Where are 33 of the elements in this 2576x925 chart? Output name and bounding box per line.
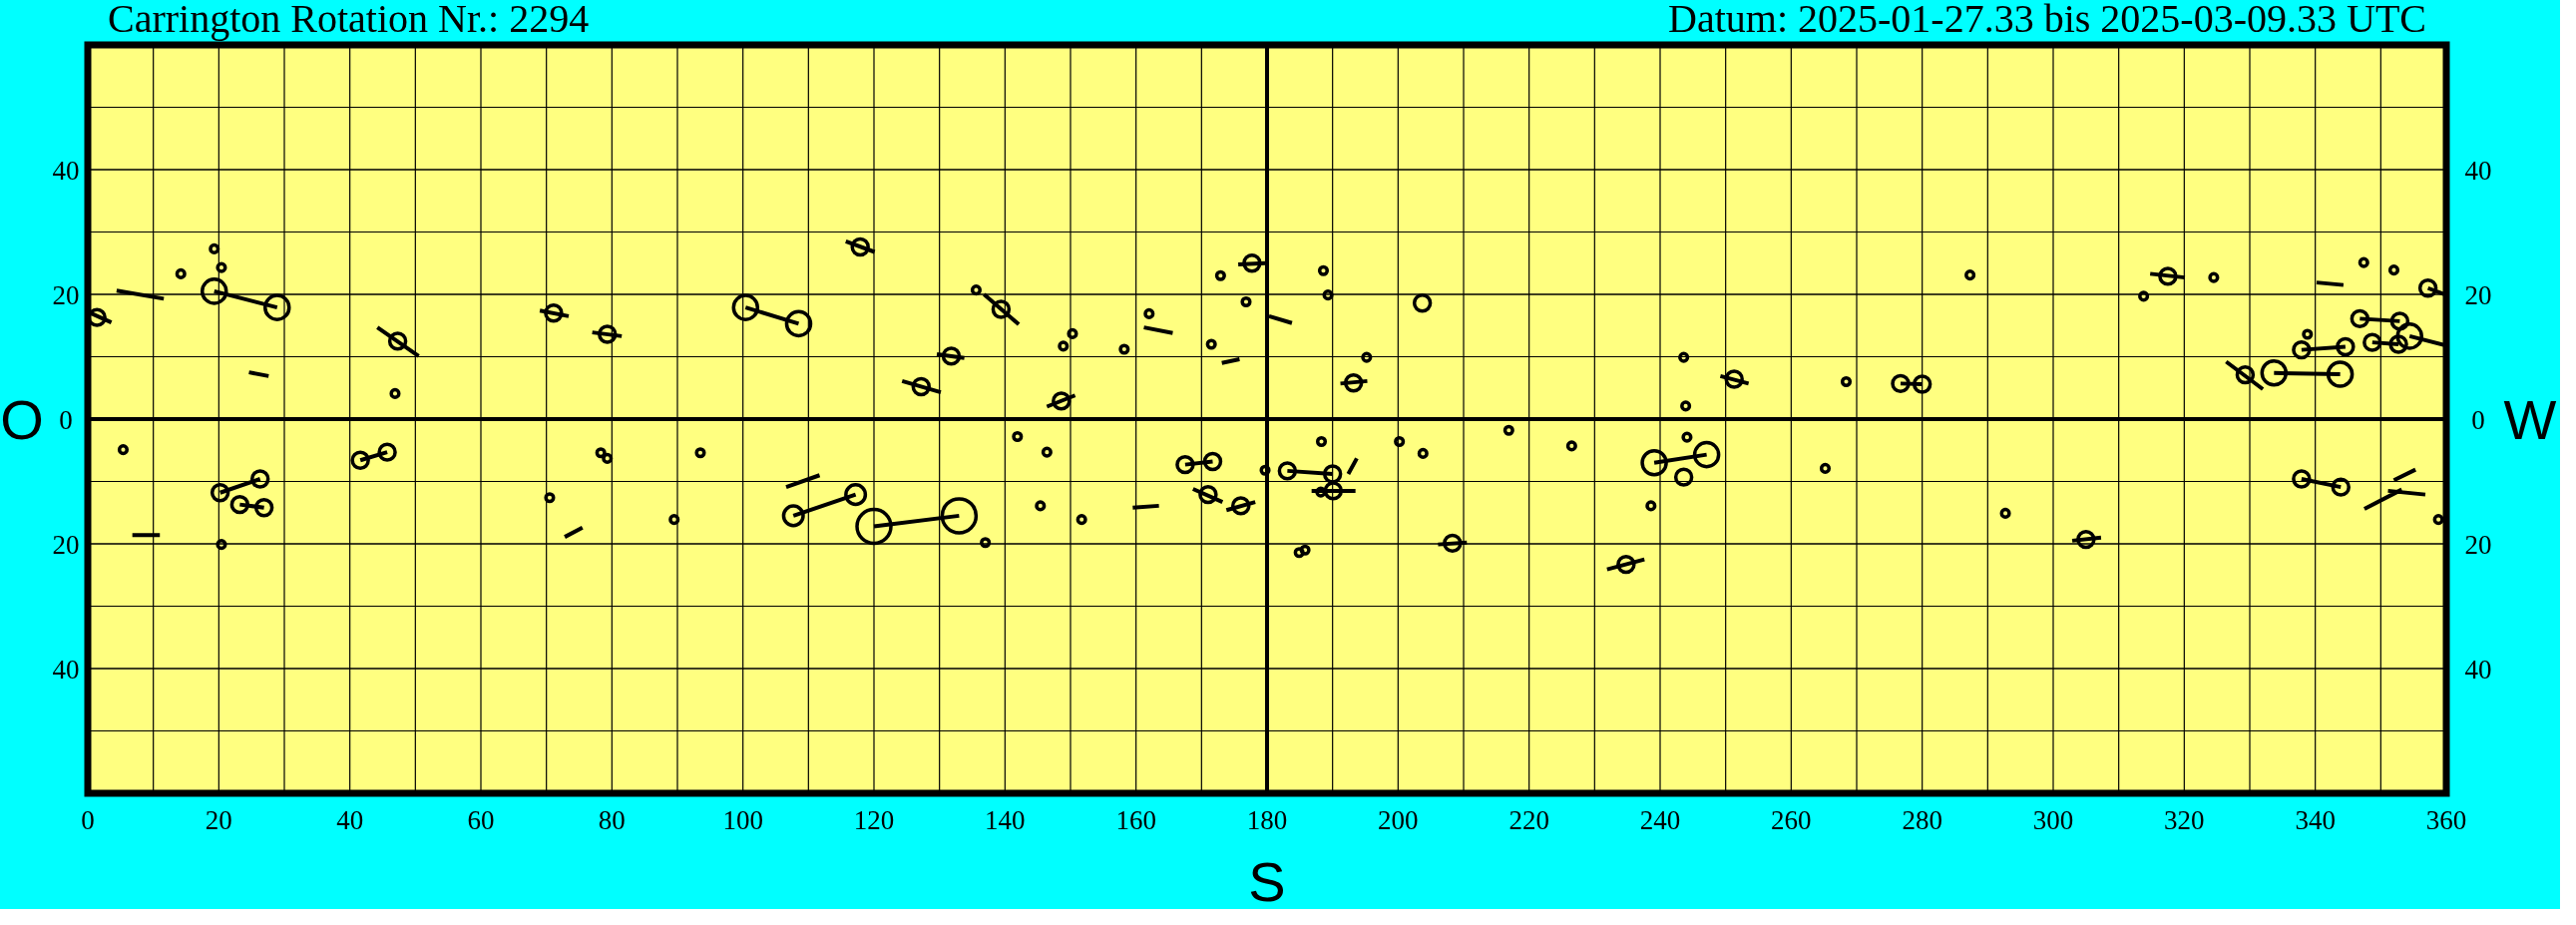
y2-tick-label: 40 (2464, 156, 2492, 186)
y2-tick-label: 40 (2464, 655, 2492, 685)
chart-title: Carrington Rotation Nr.: 2294 (108, 0, 590, 41)
y-tick-label: 0 (59, 405, 73, 435)
x-tick-label: 360 (2425, 805, 2467, 835)
x-tick-label: 160 (1115, 805, 1156, 835)
x-tick-label: 120 (853, 805, 895, 835)
y-axis-title: O (0, 388, 44, 451)
x-tick-label: 180 (1246, 805, 1288, 835)
y2-tick-label: 20 (2464, 280, 2492, 310)
x-tick-label: 80 (598, 805, 626, 835)
y2-tick-label: 0 (2471, 405, 2485, 435)
x-tick-label: 200 (1378, 805, 1419, 835)
y-tick-label: 20 (52, 280, 80, 310)
x-tick-label: 40 (336, 805, 364, 835)
y-tick-label: 40 (52, 655, 80, 685)
x-tick-label: 280 (1902, 805, 1942, 835)
x-tick-label: 100 (722, 805, 763, 835)
x-axis-title: S (1248, 850, 1286, 913)
y-tick-label: 40 (52, 156, 80, 186)
x-tick-label: 260 (1771, 805, 1812, 835)
x-tick-label: 320 (2164, 805, 2205, 835)
y2-tick-label: 20 (2464, 530, 2492, 560)
x-tick-label: 300 (2032, 805, 2074, 835)
x-tick-label: 220 (1508, 805, 1549, 835)
y2-axis-title: W (2503, 388, 2557, 451)
x-tick-label: 140 (985, 805, 1026, 835)
y-tick-label: 20 (52, 530, 80, 560)
x-tick-label: 340 (2295, 805, 2336, 835)
x-tick-label: 60 (467, 805, 495, 835)
x-tick-label: 20 (205, 805, 232, 835)
x-tick-label: 240 (1639, 805, 1681, 835)
chart-subtitle: Datum: 2025-01-27.33 bis 2025-03-09.33 UTC (1668, 0, 2426, 41)
